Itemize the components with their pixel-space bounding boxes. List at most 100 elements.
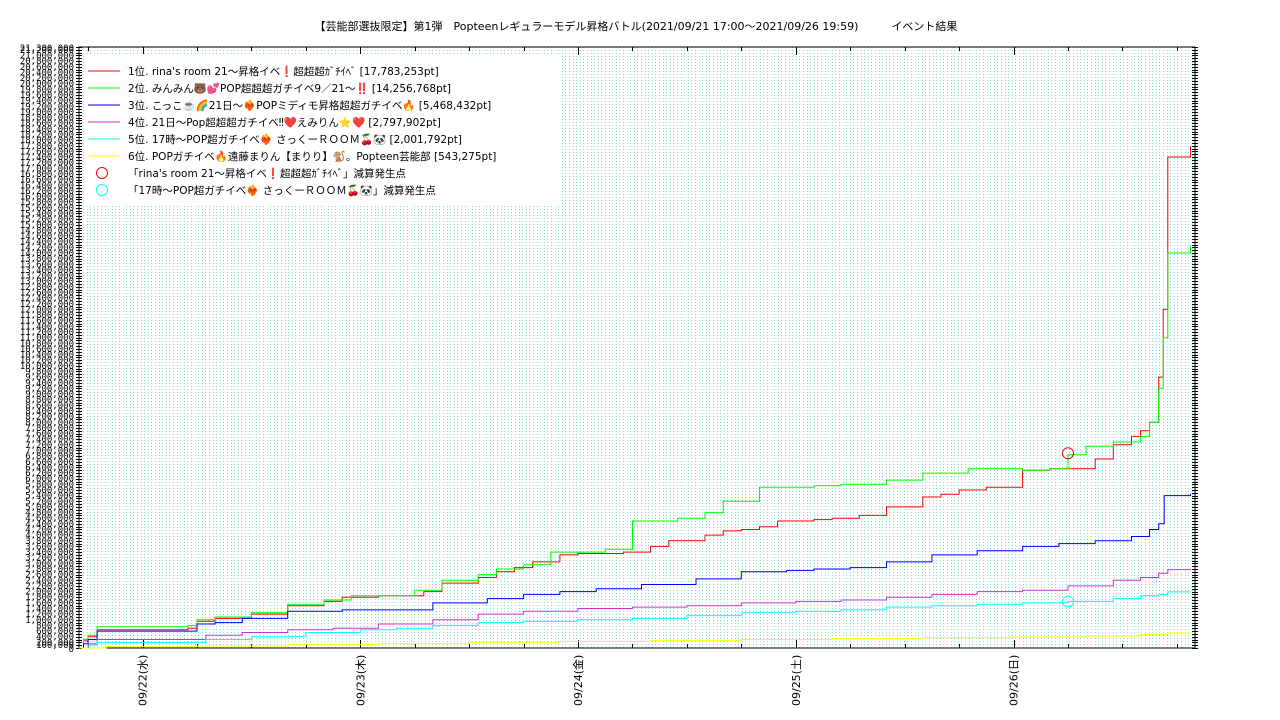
y-tick-label: 18,800,000 bbox=[20, 114, 74, 124]
legend-label-5: 5位. 17時〜POP超ガチイベ❤️‍🔥 さっくーＲＯＯＭ🍒🐼 [2,001,7… bbox=[128, 133, 462, 146]
y-tick-label: 20,200,000 bbox=[20, 74, 74, 84]
y-tick-label: 15,400,000 bbox=[20, 209, 74, 219]
series-layer bbox=[79, 146, 1191, 649]
y-tick-label: 4,200,000 bbox=[25, 525, 74, 535]
y-tick-label: 10,600,000 bbox=[20, 345, 74, 355]
legend-marker-2 bbox=[96, 184, 108, 196]
x-tick-label: 09/25(土) bbox=[790, 655, 803, 706]
y-tick-label: 12,000,000 bbox=[20, 305, 74, 315]
annotation-markers bbox=[1061, 447, 1074, 608]
plot-frame bbox=[78, 46, 1196, 649]
legend: 1位. rina's room 21〜昇格イベ❗️超超超ｶﾞﾁｲﾍﾞ [17,7… bbox=[84, 54, 562, 206]
y-tick-label: 19,000,000 bbox=[20, 108, 74, 118]
y-tick-label: 20,400,000 bbox=[20, 68, 74, 78]
deduction-marker-2 bbox=[1061, 595, 1074, 608]
y-tick-label: 15,600,000 bbox=[20, 204, 74, 214]
y-tick-label: 19,200,000 bbox=[20, 102, 74, 112]
y-tick-label: 11,200,000 bbox=[20, 328, 74, 338]
legend-label-2: 2位. みんみん🐻💕POP超超超ガチイベ9／21〜‼️ [14,256,768p… bbox=[128, 82, 451, 95]
y-tick-label: 16,800,000 bbox=[20, 170, 74, 180]
y-tick-label: 3,200,000 bbox=[25, 554, 74, 564]
grid bbox=[83, 47, 1193, 648]
y-tick-label: 600,000 bbox=[36, 627, 74, 637]
y-tick-label: 10,200,000 bbox=[20, 356, 74, 366]
y-tick-label-bottom: 100,000 bbox=[36, 641, 74, 651]
series-line-3 bbox=[79, 493, 1191, 649]
legend-label-6: 6位. POPガチイベ🔥遠藤まりん【まりり】🐒。Popteen芸能部 [543,… bbox=[128, 150, 496, 163]
y-tick-label: 17,200,000 bbox=[20, 159, 74, 169]
y-tick-label: 17,800,000 bbox=[20, 142, 74, 152]
legend-label-4: 4位. 21日〜Pop超超超ガチイベ‼︎❤️えみりん⭐️❤️ [2,797,90… bbox=[128, 116, 441, 129]
x-tick-label: 09/24(金) bbox=[571, 655, 585, 706]
y-tick-label: 19,600,000 bbox=[20, 91, 74, 101]
y-tick-label: 1,600,000 bbox=[25, 599, 74, 609]
y-tick-label: 6,600,000 bbox=[25, 458, 74, 468]
y-tick-label: 17,000,000 bbox=[20, 164, 74, 174]
y-tick-label: 2,600,000 bbox=[25, 571, 74, 581]
y-tick-label: 12,200,000 bbox=[20, 300, 74, 310]
y-tick-label: 3,800,000 bbox=[25, 537, 74, 547]
y-tick-label: 7,800,000 bbox=[25, 424, 74, 434]
y-tick-label: 1,000,000 bbox=[25, 616, 74, 626]
y-tick-label: 8,600,000 bbox=[25, 401, 74, 411]
deduction-marker-1 bbox=[1061, 447, 1074, 460]
y-tick-label-zero: 0 bbox=[69, 645, 74, 655]
chart-title: 【芸能部選抜限定】第1弾 Popteenレギュラーモデル昇格バトル(2021/0… bbox=[315, 19, 958, 33]
y-tick-label: 4,000,000 bbox=[25, 531, 74, 541]
series-line-4 bbox=[79, 569, 1191, 649]
y-tick-label: 16,600,000 bbox=[20, 176, 74, 186]
y-tick-label: 9,800,000 bbox=[25, 367, 74, 377]
y-tick-label: 1,800,000 bbox=[25, 593, 74, 603]
y-tick-label: 8,800,000 bbox=[25, 396, 74, 406]
y-tick-label: 4,600,000 bbox=[25, 514, 74, 524]
x-tick-label: 09/26(日) bbox=[1008, 655, 1021, 706]
y-tick-label: 11,800,000 bbox=[20, 311, 74, 321]
legend-marker-1 bbox=[96, 167, 108, 179]
y-tick-label: 20,800,000 bbox=[20, 57, 74, 67]
y-tick-label: 200,000 bbox=[36, 638, 74, 648]
y-tick-label: 7,600,000 bbox=[25, 430, 74, 440]
y-tick-label: 10,000,000 bbox=[20, 362, 74, 372]
y-tick-label-top: 21,300,000 bbox=[20, 44, 74, 54]
y-tick-label: 14,000,000 bbox=[20, 249, 74, 259]
y-tick-label: 19,800,000 bbox=[20, 85, 74, 95]
y-tick-label: 6,800,000 bbox=[25, 452, 74, 462]
y-tick-label: 5,600,000 bbox=[25, 486, 74, 496]
x-tick-label: 09/23(木) bbox=[354, 655, 367, 706]
y-tick-label: 8,000,000 bbox=[25, 418, 74, 428]
y-tick-label: 5,200,000 bbox=[25, 497, 74, 507]
legend-label-3: 3位. こっこ☕️🌈21日〜❤️‍🔥POPミディモ昇格超超ガチイベ🔥 [5,46… bbox=[128, 99, 491, 112]
y-tick-label: 2,400,000 bbox=[25, 576, 74, 586]
y-tick-label: 3,400,000 bbox=[25, 548, 74, 558]
y-tick-label: 16,000,000 bbox=[20, 193, 74, 203]
y-tick-label: 14,800,000 bbox=[20, 226, 74, 236]
y-tick-label: 12,800,000 bbox=[20, 283, 74, 293]
y-tick-label: 14,600,000 bbox=[20, 232, 74, 242]
y-tick-label: 4,800,000 bbox=[25, 509, 74, 519]
grid-vertical bbox=[83, 47, 1193, 648]
y-tick-label: 14,200,000 bbox=[20, 243, 74, 253]
y-tick-label: 5,400,000 bbox=[25, 492, 74, 502]
y-tick-label: 13,800,000 bbox=[20, 255, 74, 265]
y-tick-label: 2,200,000 bbox=[25, 582, 74, 592]
y-tick-label: 6,400,000 bbox=[25, 463, 74, 473]
y-tick-label: 9,200,000 bbox=[25, 384, 74, 394]
y-tick-label: 1,200,000 bbox=[25, 610, 74, 620]
y-tick-label: 18,400,000 bbox=[20, 125, 74, 135]
y-tick-label: 18,600,000 bbox=[20, 119, 74, 129]
y-tick-label: 13,600,000 bbox=[20, 260, 74, 270]
y-tick-label: 2,800,000 bbox=[25, 565, 74, 575]
axes: 200,000400,000600,000800,0001,000,0001,2… bbox=[20, 44, 1198, 706]
y-tick-label: 20,600,000 bbox=[20, 63, 74, 73]
series-line-5 bbox=[79, 591, 1191, 649]
y-tick-label: 8,200,000 bbox=[25, 413, 74, 423]
y-tick-label: 9,600,000 bbox=[25, 373, 74, 383]
y-tick-label: 1,400,000 bbox=[25, 604, 74, 614]
y-tick-label: 10,400,000 bbox=[20, 351, 74, 361]
y-tick-label: 400,000 bbox=[36, 633, 74, 643]
y-tick-label: 13,000,000 bbox=[20, 277, 74, 287]
y-tick-label: 12,600,000 bbox=[20, 288, 74, 298]
legend-label-1: 1位. rina's room 21〜昇格イベ❗️超超超ｶﾞﾁｲﾍﾞ [17,7… bbox=[128, 65, 439, 78]
legend-marker-label-1: 「rina's room 21〜昇格イベ❗️超超超ｶﾞﾁｲﾍﾞ」減算発生点 bbox=[128, 167, 406, 180]
